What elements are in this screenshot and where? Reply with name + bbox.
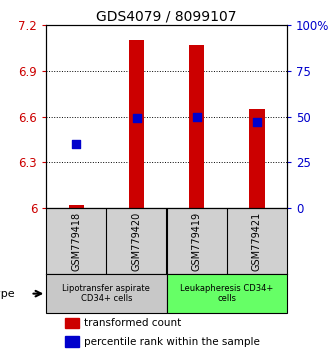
Bar [167,274,287,313]
Text: Lipotransfer aspirate
CD34+ cells: Lipotransfer aspirate CD34+ cells [62,284,150,303]
Bar [189,45,204,209]
Text: GSM779419: GSM779419 [192,212,202,271]
Bar [65,318,79,328]
Point [74,141,79,147]
Text: GSM779418: GSM779418 [71,212,81,271]
Point [134,115,139,121]
Bar [129,40,144,209]
Text: Leukapheresis CD34+
cells: Leukapheresis CD34+ cells [180,284,274,303]
Point [254,119,260,125]
Title: GDS4079 / 8099107: GDS4079 / 8099107 [96,10,237,24]
Bar [69,205,84,209]
Text: percentile rank within the sample: percentile rank within the sample [83,337,259,347]
Bar [46,274,167,313]
Text: cell type: cell type [0,289,15,299]
Bar [65,336,79,347]
Text: transformed count: transformed count [83,318,181,328]
Text: GSM779420: GSM779420 [132,212,142,271]
Text: GSM779421: GSM779421 [252,212,262,271]
Bar [249,109,265,209]
Point [194,114,199,120]
